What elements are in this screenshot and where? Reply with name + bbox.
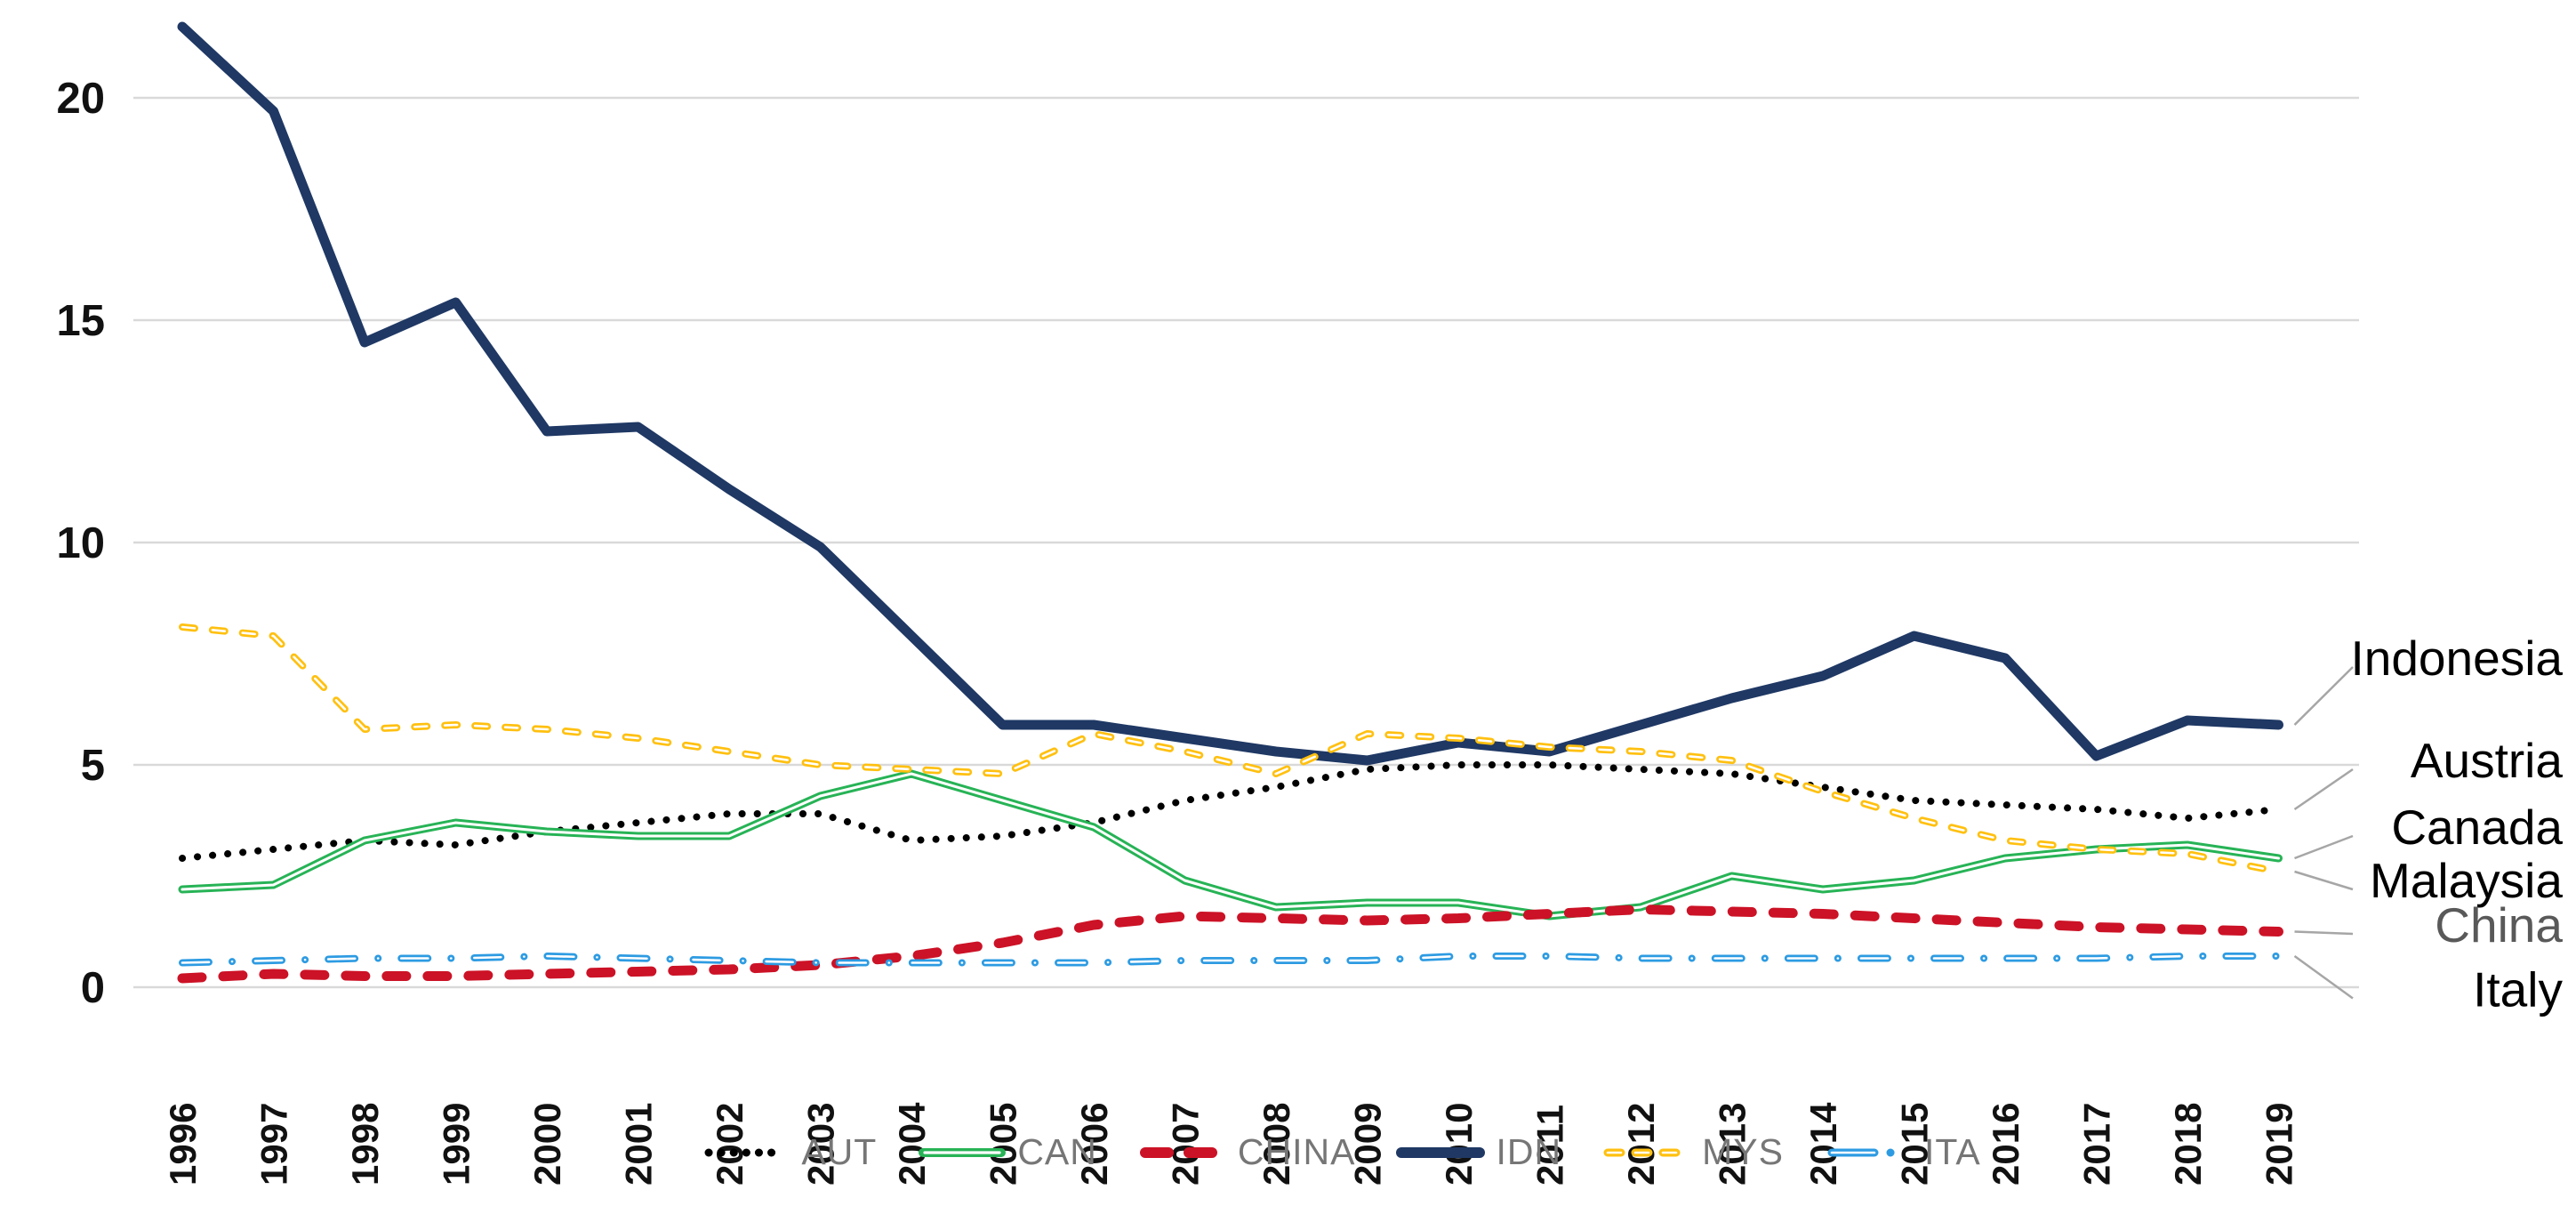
x-axis-tick-label: 2008 — [1256, 1103, 1297, 1186]
legend-label: CHINA — [1237, 1131, 1356, 1172]
series-china — [177, 904, 2283, 984]
legend-marker-ita-icon — [1825, 1145, 1914, 1161]
x-axis-tick-label: 2012 — [1620, 1103, 1662, 1186]
x-axis-tick-label: 2002 — [709, 1103, 750, 1186]
leader-line-can — [2294, 834, 2354, 860]
leader-line-mys — [2294, 870, 2354, 891]
x-axis-tick-label: 2017 — [2076, 1103, 2118, 1186]
x-axis-tick-label: 2000 — [526, 1103, 568, 1186]
legend-item-ita: ITA — [1825, 1131, 1981, 1173]
leader-line-idn — [2293, 666, 2354, 726]
legend: AUT CAN CHINA IDN MYS ITA — [0, 1131, 2576, 1173]
x-axis-tick-label: 2015 — [1894, 1103, 1936, 1186]
annotation-malaysia: Malaysia — [2370, 853, 2563, 908]
legend-marker-china-icon — [1138, 1145, 1227, 1161]
series-mys — [179, 623, 2283, 875]
x-axis-tick-label: 2018 — [2167, 1103, 2209, 1186]
legend-label: CAN — [1017, 1131, 1097, 1172]
x-axis-tick-label: 1997 — [253, 1103, 295, 1186]
annotation-italy: Italy — [2473, 962, 2563, 1017]
x-axis-tick-label: 2005 — [983, 1103, 1024, 1186]
legend-item-china: CHINA — [1138, 1131, 1356, 1173]
legend-item-idn: IDN — [1396, 1131, 1561, 1173]
x-axis-tick-label: 2014 — [1802, 1102, 1844, 1186]
series-aut — [179, 761, 2283, 862]
leader-line-aut — [2293, 768, 2354, 811]
x-axis-tick-label: 2016 — [1985, 1103, 2026, 1186]
x-axis-tick-label: 2013 — [1712, 1103, 1753, 1186]
y-axis-tick-label: 20 — [56, 75, 105, 123]
x-axis-tick-label: 2003 — [800, 1103, 842, 1186]
legend-item-mys: MYS — [1602, 1131, 1784, 1173]
x-axis-tick-label: 1996 — [162, 1103, 204, 1186]
annotation-indonesia: Indonesia — [2350, 631, 2563, 686]
legend-marker-idn-icon — [1396, 1145, 1486, 1161]
y-axis-tick-label: 15 — [56, 297, 105, 345]
y-axis-tick-label: 10 — [56, 519, 105, 567]
y-axis-tick-label: 5 — [81, 742, 105, 790]
leader-line-ita — [2293, 954, 2354, 1000]
x-axis-tick-label: 2011 — [1529, 1105, 1571, 1186]
legend-label: ITA — [1923, 1131, 1981, 1172]
x-axis-tick-label: 2010 — [1438, 1103, 1480, 1186]
legend-label: IDN — [1496, 1131, 1562, 1172]
legend-label: MYS — [1702, 1131, 1784, 1172]
x-axis-tick-label: 1998 — [344, 1103, 386, 1186]
x-axis-tick-label: 2007 — [1165, 1103, 1207, 1186]
leader-line-china — [2294, 930, 2354, 936]
x-axis-tick-label: 2019 — [2259, 1103, 2300, 1186]
legend-marker-can-icon — [918, 1145, 1007, 1161]
x-axis-tick-label: 1999 — [436, 1103, 477, 1186]
legend-marker-mys-icon — [1602, 1145, 1691, 1161]
legend-label: AUT — [801, 1131, 878, 1172]
series-idn — [177, 21, 2283, 766]
legend-item-can: CAN — [918, 1131, 1097, 1173]
legend-item-aut: AUT — [702, 1131, 877, 1173]
y-axis-tick-label: 0 — [81, 964, 105, 1012]
x-axis-tick-label: 2006 — [1073, 1103, 1115, 1186]
series-can — [178, 769, 2283, 921]
x-axis-tick-label: 2009 — [1347, 1103, 1389, 1186]
legend-marker-aut-icon — [702, 1145, 790, 1161]
annotation-canada: Canada — [2391, 800, 2563, 855]
x-axis-tick-label: 2004 — [891, 1102, 933, 1186]
x-axis-tick-label: 2001 — [618, 1103, 660, 1186]
annotation-china: China — [2435, 897, 2563, 953]
series-ita — [179, 953, 2283, 967]
annotation-austria: Austria — [2411, 733, 2564, 788]
